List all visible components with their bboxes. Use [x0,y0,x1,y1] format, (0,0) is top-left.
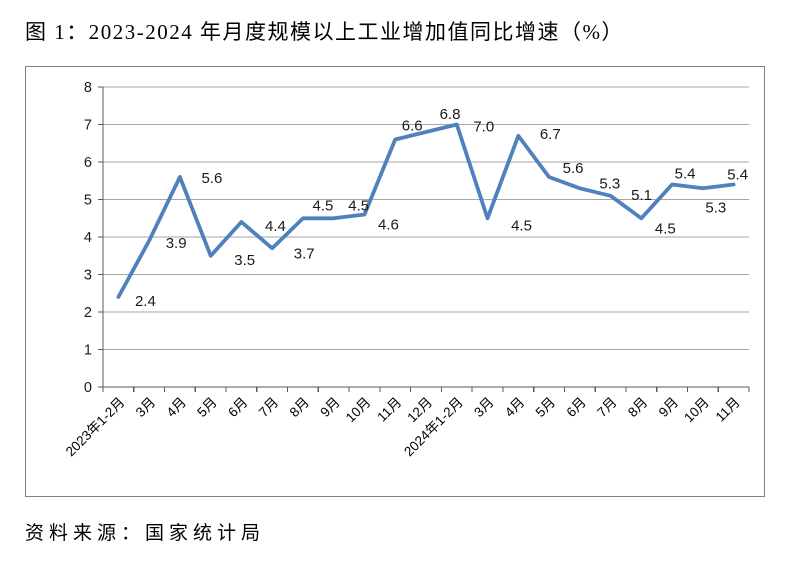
data-label: 4.5 [313,197,334,214]
y-axis-label: 2 [84,305,92,321]
x-axis-label: 10月 [681,395,712,426]
data-label: 6.7 [540,126,561,143]
y-axis-label: 1 [84,343,92,359]
x-axis-label: 6月 [225,395,250,420]
data-label: 3.7 [294,245,315,262]
data-series-line [116,122,736,299]
source-note: 资料来源：国家统计局 [25,523,266,544]
data-label: 4.5 [511,217,532,234]
x-axis-label: 2023年1-2月 [63,395,128,460]
chart-frame: 0 1 2 3 4 5 6 7 8 2023年1-2月 3月 4月 5月 6月 7月 8月 9月 10月 11月 12… [25,66,765,497]
y-axis-label: 5 [84,193,92,209]
x-axis-label: 5月 [194,395,219,420]
x-axis-label: 6月 [563,395,588,420]
x-axis-label: 10月 [343,395,374,426]
data-label: 4.4 [265,218,286,235]
data-label: 4.5 [348,197,369,214]
x-axis-label: 3月 [471,395,496,420]
data-label: 3.9 [166,235,187,252]
x-axis-label: 4月 [164,395,189,420]
data-label: 5.3 [599,175,620,192]
x-axis-label: 4月 [502,395,527,420]
data-label: 6.6 [402,118,423,135]
data-label: 5.4 [727,167,748,184]
x-axis-label: 3月 [133,395,158,420]
data-label: 5.6 [563,160,584,177]
data-label: 5.3 [705,199,726,216]
y-axis-label: 0 [84,380,92,396]
x-axis-label: 11月 [713,395,743,425]
x-axis-label: 9月 [317,395,342,420]
data-label: 3.5 [234,252,255,269]
x-axis-label: 11月 [374,395,404,425]
data-label: 5.6 [201,170,222,187]
data-label: 2.4 [135,293,156,310]
x-axis-label: 8月 [287,395,312,420]
data-label: 5.4 [675,166,696,183]
x-axis-label: 8月 [625,395,650,420]
x-axis-label: 7月 [594,395,619,420]
data-label: 4.6 [378,217,399,234]
y-axis-label: 6 [84,155,92,171]
data-label: 4.5 [655,220,676,237]
data-label: 7.0 [473,119,494,136]
y-axis-label: 7 [84,118,92,134]
y-axis-label: 4 [84,230,92,246]
x-axis-label: 9月 [656,395,681,420]
y-axis-label: 3 [84,268,92,284]
x-axis-label: 7月 [256,395,281,420]
data-label: 5.1 [631,187,652,204]
data-label: 6.8 [440,106,461,123]
figure-title: 图 1：2023-2024 年月度规模以上工业增加值同比增速（%） [25,20,624,44]
y-axis-label: 8 [84,80,92,96]
x-axis-label: 5月 [533,395,558,420]
